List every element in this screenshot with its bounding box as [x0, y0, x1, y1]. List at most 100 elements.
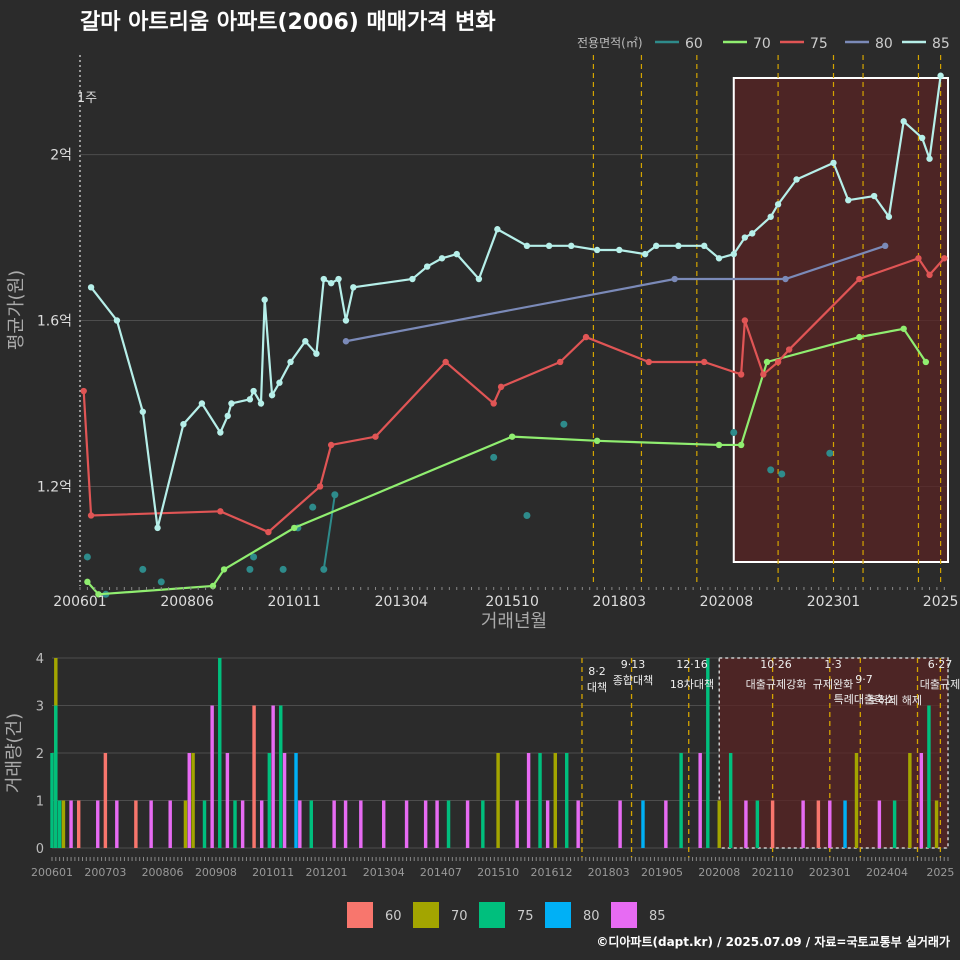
point-85 — [701, 242, 708, 250]
bar-y-tick: 1 — [36, 795, 44, 810]
bar-x-tick: 201510 — [477, 866, 519, 879]
point-85 — [475, 275, 483, 283]
point-70 — [220, 566, 228, 573]
point-85 — [774, 201, 782, 208]
bar-legend-label-60: 60 — [385, 909, 402, 924]
point-75 — [856, 275, 863, 283]
bar-legend-swatch-80 — [545, 902, 571, 928]
point-75 — [701, 358, 708, 366]
point-75 — [80, 387, 87, 395]
point-70 — [593, 437, 601, 445]
point-70 — [715, 441, 723, 449]
point-85 — [616, 246, 623, 254]
point-85 — [320, 275, 327, 283]
point-85 — [918, 134, 926, 142]
point-70 — [508, 433, 516, 440]
highlight-region — [732, 77, 949, 563]
point-60 — [730, 429, 738, 437]
point-85 — [900, 118, 907, 125]
point-85 — [276, 379, 283, 386]
point-85 — [424, 263, 431, 270]
bar-70 — [934, 800, 939, 848]
bar-60 — [76, 800, 81, 848]
y-tick-label: 1.6억 — [37, 314, 72, 330]
bar-75 — [755, 800, 760, 848]
bar-85 — [343, 800, 348, 848]
point-85 — [287, 358, 294, 366]
bar-legend-label-85: 85 — [649, 909, 666, 924]
legend-label-80: 80 — [875, 36, 893, 52]
bar-75 — [267, 753, 272, 848]
bar-75 — [233, 800, 237, 848]
point-75 — [87, 512, 95, 519]
point-85 — [198, 400, 206, 407]
point-85 — [767, 213, 774, 220]
legend-title: 전용면적(㎡) — [577, 36, 643, 50]
point-85 — [87, 284, 95, 291]
bar-85 — [698, 753, 702, 848]
point-75 — [265, 528, 272, 536]
x-tick-label: 201803 — [593, 594, 646, 610]
point-75 — [774, 358, 782, 366]
bar-75 — [202, 800, 207, 848]
bar-85 — [359, 800, 363, 848]
point-75 — [741, 317, 749, 324]
x-tick-label: 2025 — [923, 594, 959, 610]
bar-x-tick: 202110 — [752, 866, 794, 879]
point-85 — [228, 400, 235, 407]
policy-date: 1·3 — [824, 658, 842, 671]
bar-85 — [526, 753, 531, 848]
bar-85 — [744, 800, 748, 848]
bar-70 — [183, 800, 188, 848]
bar-70 — [191, 753, 195, 848]
point-85 — [302, 338, 309, 345]
point-85 — [224, 412, 231, 420]
policy-name: 특례대출축소 — [834, 693, 895, 706]
bar-75 — [57, 800, 62, 848]
point-70 — [856, 333, 863, 341]
point-85 — [350, 284, 357, 291]
bar-x-tick: 201803 — [588, 866, 630, 879]
series-line-60 — [322, 494, 336, 570]
bar-85 — [877, 800, 882, 848]
bar-85 — [115, 800, 119, 848]
bar-85 — [618, 800, 622, 848]
bar-legend-swatch-85 — [611, 902, 637, 928]
point-70 — [84, 578, 91, 586]
point-60 — [157, 578, 165, 586]
point-60 — [246, 565, 254, 573]
policy-name: 18차대책 — [670, 678, 714, 691]
point-75 — [556, 358, 564, 366]
point-85 — [870, 192, 878, 200]
x-tick-label: 202301 — [807, 594, 860, 610]
policy-name: 종합대책 — [613, 674, 653, 687]
bar-x-tick: 200908 — [195, 866, 237, 879]
point-60 — [250, 553, 258, 561]
point-85 — [845, 196, 852, 204]
x-tick-label: 201304 — [375, 594, 429, 610]
bar-y-tick: 3 — [36, 700, 44, 715]
point-75 — [490, 400, 497, 407]
point-70 — [763, 358, 771, 366]
point-85 — [653, 242, 660, 250]
legend-label-60: 60 — [685, 36, 703, 52]
bar-legend-swatch-70 — [413, 902, 439, 928]
bar-85 — [187, 753, 191, 848]
bar-75 — [706, 658, 710, 848]
policy-name: 규제완화 — [813, 678, 853, 691]
point-85 — [793, 176, 800, 183]
bar-80 — [641, 800, 645, 848]
bar-y-tick: 4 — [36, 652, 44, 667]
point-75 — [915, 255, 922, 262]
bar-85 — [225, 753, 230, 848]
bar-legend-label-80: 80 — [583, 909, 600, 924]
point-85 — [261, 296, 268, 303]
bar-legend-label-75: 75 — [517, 909, 534, 924]
bar-85 — [465, 800, 470, 848]
bar-85 — [423, 800, 428, 848]
y-axis-label: 평균가(원) — [6, 270, 27, 350]
point-85 — [730, 250, 737, 258]
point-75 — [582, 333, 590, 341]
point-85 — [453, 250, 460, 258]
bar-70 — [908, 753, 912, 848]
